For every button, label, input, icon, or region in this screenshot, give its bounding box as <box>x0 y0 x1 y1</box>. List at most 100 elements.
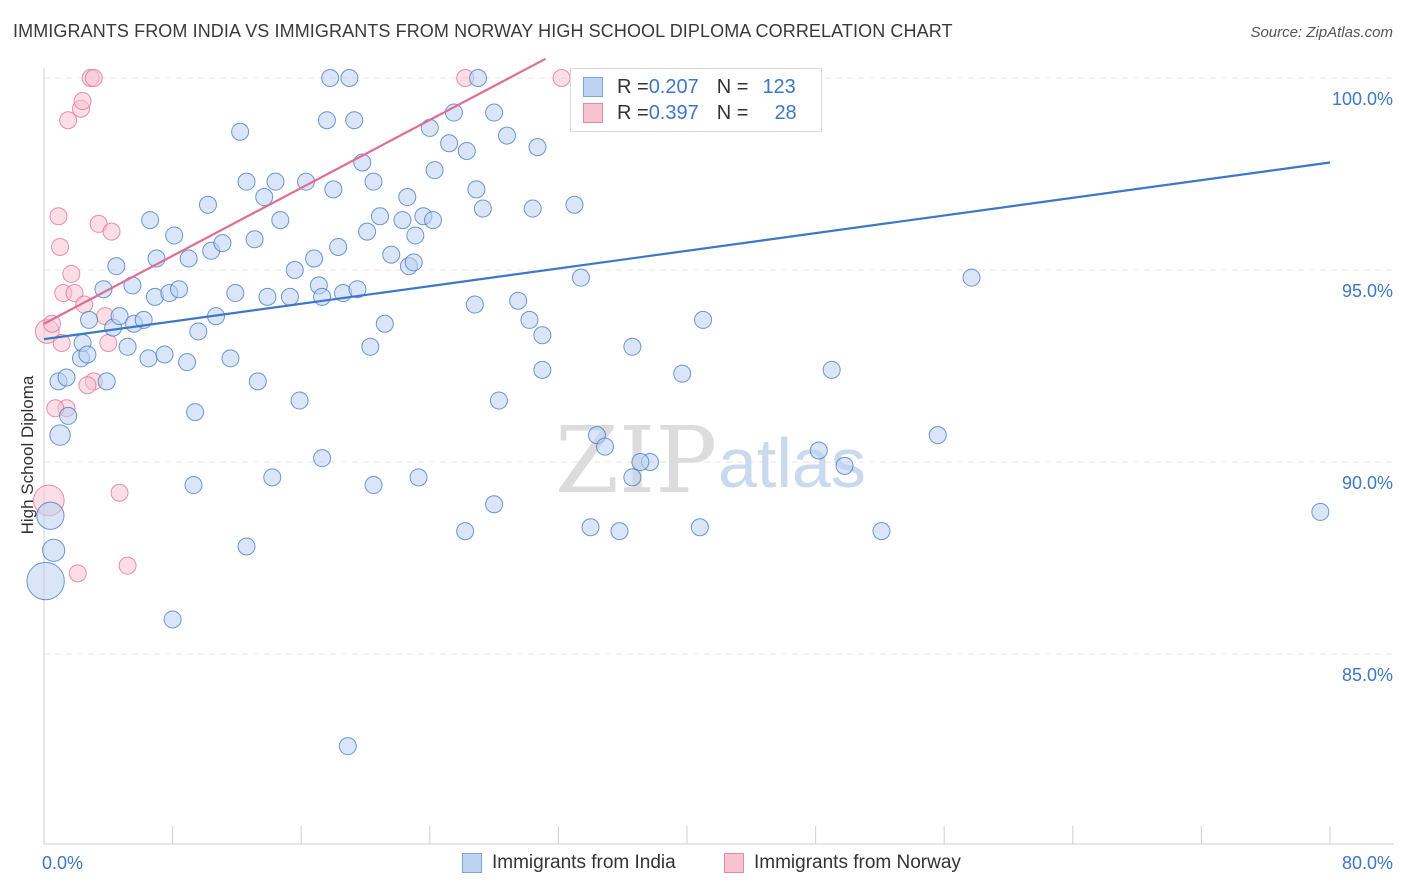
india-point <box>872 522 891 541</box>
india-point <box>26 561 65 601</box>
legend-item-norway[interactable]: Immigrants from Norway <box>724 852 961 874</box>
india-point <box>393 211 412 230</box>
norway-point <box>73 92 92 111</box>
india-point <box>305 249 324 268</box>
india-point <box>610 522 629 541</box>
india-point <box>340 69 359 87</box>
india-point <box>317 111 336 130</box>
india-point <box>280 287 299 306</box>
india-point <box>467 180 486 199</box>
india-point <box>509 291 528 310</box>
india-point <box>425 161 444 180</box>
legend-row-norway: R = 0.397 N = 28 <box>583 101 797 125</box>
india-legend-swatch <box>462 853 482 873</box>
norway-point <box>65 284 84 303</box>
india-legend-label: Immigrants from India <box>492 852 676 873</box>
india-point <box>313 449 332 468</box>
india-point <box>623 337 642 356</box>
india-point <box>835 456 854 475</box>
india-point <box>565 195 584 214</box>
india-point <box>329 237 348 256</box>
norway-point <box>552 69 571 87</box>
norway-point <box>52 333 71 352</box>
india-point <box>571 268 590 287</box>
india-points <box>26 69 1330 756</box>
india-point <box>473 199 492 218</box>
india-point <box>285 261 304 279</box>
india-point <box>42 538 66 562</box>
india-point <box>290 391 309 410</box>
india-point <box>141 211 160 230</box>
norway-trend-line <box>43 57 547 325</box>
india-point <box>221 349 240 368</box>
india-point <box>321 69 340 87</box>
india-trend-line <box>43 161 1331 341</box>
norway-point <box>51 237 70 256</box>
norway-legend-swatch <box>724 853 744 873</box>
chart-title: IMMIGRANTS FROM INDIA VS IMMIGRANTS FROM… <box>13 21 953 41</box>
india-point <box>179 249 198 268</box>
india-point <box>324 180 343 199</box>
correlation-legend: R = 0.207 N = 123 R = 0.397 N = 28 <box>570 68 822 132</box>
norway-legend-label: Immigrants from Norway <box>754 852 961 873</box>
india-point <box>266 172 285 191</box>
india-point <box>370 207 389 226</box>
y-tick-label: 85.0% <box>1342 665 1393 685</box>
india-point <box>485 103 504 122</box>
india-point <box>822 360 841 379</box>
x-tick-label-max: 80.0% <box>1342 853 1393 873</box>
india-point <box>107 257 126 276</box>
gridlines <box>44 77 1394 655</box>
legend-row-india: R = 0.207 N = 123 <box>583 75 796 99</box>
india-point <box>533 360 552 379</box>
norway-point <box>102 222 121 241</box>
axis-labels: High School Diploma 85.0% 90.0% 95.0% 100.0… <box>18 89 1393 873</box>
india-point <box>382 245 401 264</box>
india-point <box>523 199 542 218</box>
india-point <box>237 172 256 191</box>
norway-point <box>68 564 87 583</box>
india-point <box>348 280 367 299</box>
india-point <box>358 222 377 241</box>
norway-point <box>43 314 62 333</box>
india-point <box>155 345 174 364</box>
norway-swatch <box>583 103 603 123</box>
norway-r-label: R = <box>617 101 649 124</box>
india-point <box>271 211 290 230</box>
india-point <box>226 284 245 303</box>
india-point <box>237 537 256 556</box>
india-point <box>231 122 250 141</box>
india-point <box>245 230 264 249</box>
india-point <box>581 518 600 537</box>
india-point <box>673 364 692 383</box>
axes <box>43 68 1394 845</box>
y-tick-label: 95.0% <box>1342 281 1393 301</box>
norway-r-value: 0.397 <box>648 101 699 124</box>
india-point <box>178 353 197 372</box>
india-n-value: 123 <box>762 75 796 98</box>
india-point <box>623 468 642 487</box>
india-point <box>189 322 208 341</box>
india-point <box>186 403 205 422</box>
y-tick-label: 90.0% <box>1342 473 1393 493</box>
india-point <box>97 372 116 391</box>
india-point <box>406 226 425 245</box>
norway-point <box>84 69 103 87</box>
series-legend: Immigrants from India Immigrants from No… <box>0 852 1406 876</box>
india-point <box>213 234 232 253</box>
india-point <box>255 188 274 207</box>
india-point <box>596 437 615 456</box>
y-tick-label: 100.0% <box>1332 89 1393 109</box>
india-point <box>184 476 203 495</box>
india-point <box>57 368 76 387</box>
india-point <box>118 337 137 356</box>
norway-point <box>62 264 81 283</box>
india-point <box>165 226 184 245</box>
india-point <box>80 310 99 329</box>
india-point <box>690 518 709 537</box>
india-point <box>456 522 475 541</box>
india-point <box>139 349 158 368</box>
india-point <box>424 211 443 230</box>
legend-item-india[interactable]: Immigrants from India <box>462 852 676 874</box>
